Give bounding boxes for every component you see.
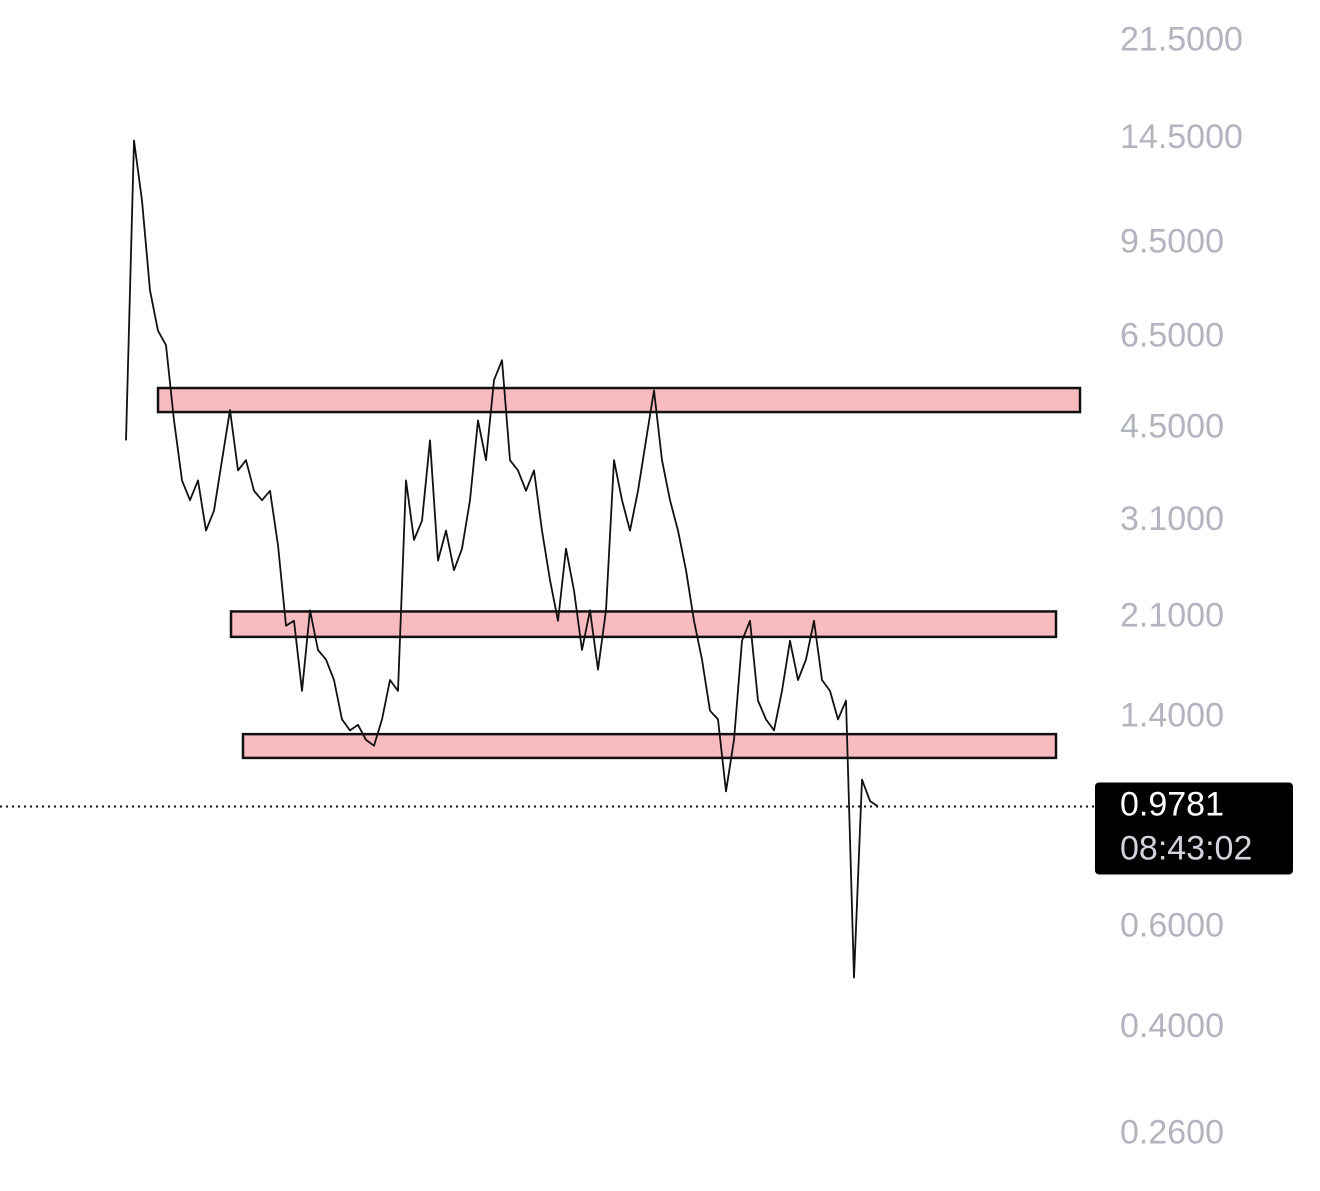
y-tick-label: 14.5000 — [1120, 118, 1243, 156]
y-tick-label: 6.5000 — [1120, 316, 1224, 354]
y-tick-label: 0.2600 — [1120, 1114, 1224, 1152]
y-tick-label: 9.5000 — [1120, 223, 1224, 261]
countdown: 08:43:02 — [1120, 829, 1252, 867]
y-tick-label: 21.5000 — [1120, 20, 1243, 58]
y-tick-label: 2.1000 — [1120, 596, 1224, 634]
y-tick-label: 0.4000 — [1120, 1007, 1224, 1045]
zone — [241, 732, 1058, 760]
zone — [229, 610, 1058, 639]
last-price-label: 0.9781 — [1120, 785, 1224, 823]
y-tick-label: 4.5000 — [1120, 408, 1224, 446]
last-price-box — [1095, 782, 1293, 875]
y-tick-label: 1.4000 — [1120, 697, 1224, 735]
y-tick-label: 3.1000 — [1120, 500, 1224, 538]
y-tick-label: 0.6000 — [1120, 906, 1224, 944]
zone — [156, 386, 1082, 414]
price-line — [125, 139, 879, 979]
